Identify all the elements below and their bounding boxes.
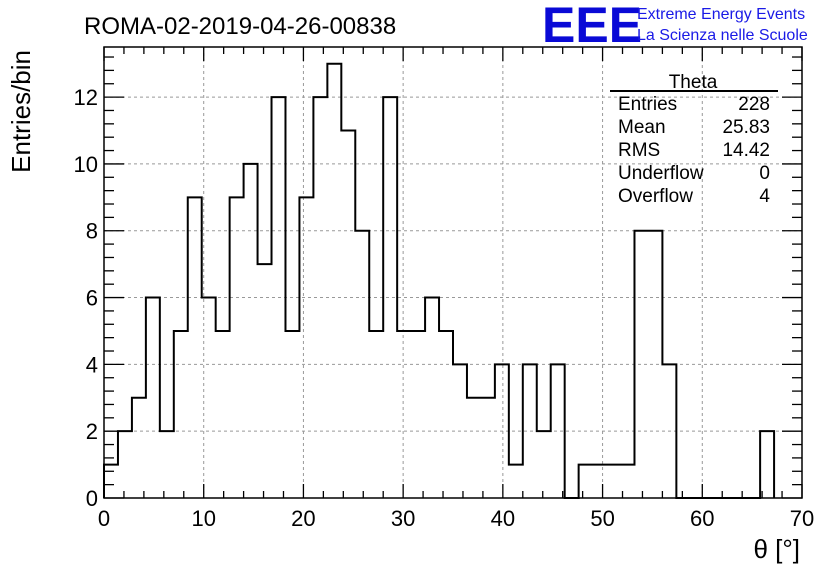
stats-rows: Entries 228 Mean 25.83 RMS 14.42 Underflow 0 Ove… <box>618 94 770 207</box>
x-tick-label: 10 <box>191 506 215 531</box>
y-tick-label: 2 <box>86 419 98 444</box>
logo-line-1: Extreme Energy Events <box>637 6 805 23</box>
stats-row-value: 0 <box>759 163 770 184</box>
y-tick-label: 6 <box>86 286 98 311</box>
plot-frame <box>103 46 803 499</box>
y-axis-label: Entries/bin <box>6 50 36 173</box>
logo-line-2: La Scienza nelle Scuole <box>637 27 808 44</box>
x-tick-label: 20 <box>291 506 315 531</box>
y-tick-label: 4 <box>86 352 98 377</box>
stats-row-label: Underflow <box>618 163 704 184</box>
x-tick-labels: 0 10 20 30 40 50 60 70 <box>98 506 814 531</box>
logo-mark: EEE <box>542 0 642 53</box>
stats-row-label: Mean <box>618 117 666 138</box>
x-axis-label: θ [°] <box>753 534 800 564</box>
stats-row-value: 228 <box>738 94 770 115</box>
eee-logo: EEE Extreme Energy Events La Scienza nel… <box>542 0 808 53</box>
stats-row-value: 4 <box>759 186 770 207</box>
y-tick-label: 12 <box>74 85 98 110</box>
x-tick-label: 70 <box>790 506 814 531</box>
y-tick-labels: 0 2 4 6 8 10 12 <box>74 85 98 511</box>
x-tick-label: 0 <box>98 506 110 531</box>
grid-lines <box>104 47 802 498</box>
axis-ticks <box>103 47 803 499</box>
x-tick-label: 60 <box>690 506 714 531</box>
stats-box: Theta Entries 228 Mean 25.83 RMS 14.42 Underfl… <box>610 72 778 207</box>
stats-title: Theta <box>669 72 718 93</box>
histogram-line <box>103 62 776 499</box>
stats-row-label: Entries <box>618 94 677 115</box>
y-tick-label: 0 <box>86 486 98 511</box>
stats-row-label: Overflow <box>618 186 693 207</box>
stats-row-value: 14.42 <box>722 140 770 161</box>
x-tick-label: 30 <box>391 506 415 531</box>
y-tick-label: 8 <box>86 219 98 244</box>
chart-title: ROMA-02-2019-04-26-00838 <box>84 13 396 40</box>
x-tick-label: 50 <box>590 506 614 531</box>
y-tick-label: 10 <box>74 152 98 177</box>
stats-row-label: RMS <box>618 140 660 161</box>
stats-row-value: 25.83 <box>722 117 770 138</box>
x-tick-label: 40 <box>491 506 515 531</box>
